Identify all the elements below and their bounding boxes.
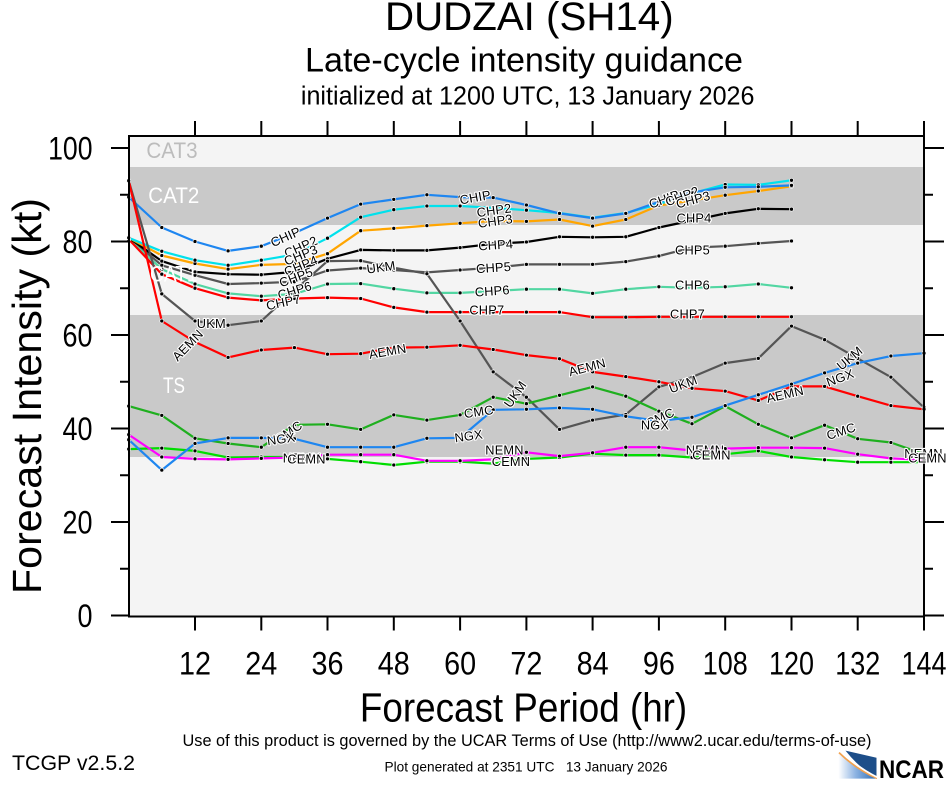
- svg-text:36: 36: [312, 645, 344, 681]
- svg-text:CEMN: CEMN: [908, 451, 946, 466]
- svg-text:24: 24: [245, 645, 277, 681]
- svg-text:CHP6: CHP6: [474, 282, 510, 299]
- svg-text:CHP4: CHP4: [478, 236, 514, 253]
- svg-text:initialized at 1200 UTC, 13 Ja: initialized at 1200 UTC, 13 January 2026: [301, 83, 755, 111]
- svg-text:100: 100: [48, 131, 92, 167]
- svg-text:DUDZAI (SH14): DUDZAI (SH14): [385, 0, 674, 39]
- svg-text:CHP5: CHP5: [476, 259, 512, 276]
- svg-text:48: 48: [378, 645, 410, 681]
- svg-text:20: 20: [63, 505, 93, 541]
- svg-text:TCGP v2.5.2: TCGP v2.5.2: [12, 752, 135, 775]
- svg-text:120: 120: [769, 645, 814, 681]
- svg-text:60: 60: [444, 645, 476, 681]
- svg-text:CEMN: CEMN: [287, 452, 325, 467]
- svg-text:132: 132: [835, 645, 880, 681]
- svg-text:Forecast Period (hr): Forecast Period (hr): [360, 685, 687, 731]
- svg-text:72: 72: [510, 645, 542, 681]
- svg-text:CHP6: CHP6: [675, 278, 710, 293]
- svg-text:CHP5: CHP5: [675, 243, 710, 258]
- svg-text:TS: TS: [163, 373, 185, 398]
- svg-text:60: 60: [63, 318, 93, 354]
- svg-text:NGX: NGX: [641, 418, 670, 433]
- svg-text:NCAR: NCAR: [879, 756, 944, 780]
- svg-text:Forecast Intensity (kt): Forecast Intensity (kt): [4, 198, 50, 594]
- svg-text:CAT2: CAT2: [148, 183, 199, 208]
- svg-text:144: 144: [902, 645, 946, 681]
- svg-text:Plot generated at 2351 UTC 1: Plot generated at 2351 UTC 13 January 20…: [385, 760, 668, 775]
- svg-text:108: 108: [703, 645, 748, 681]
- svg-text:80: 80: [63, 224, 93, 260]
- svg-text:CAT1: CAT1: [150, 262, 198, 287]
- svg-text:CHP7: CHP7: [670, 307, 705, 322]
- svg-text:0: 0: [78, 598, 93, 634]
- svg-text:CEMN: CEMN: [492, 454, 530, 469]
- svg-text:Use of this product is governe: Use of this product is governed by the U…: [183, 732, 872, 750]
- svg-text:UKM: UKM: [197, 316, 226, 331]
- svg-text:Late-cycle intensity guidance: Late-cycle intensity guidance: [305, 42, 743, 80]
- svg-text:CHP7: CHP7: [469, 302, 504, 317]
- svg-text:96: 96: [643, 645, 675, 681]
- svg-text:84: 84: [577, 645, 609, 681]
- svg-text:CHP4: CHP4: [677, 211, 712, 226]
- svg-text:40: 40: [63, 411, 93, 447]
- svg-text:12: 12: [179, 645, 211, 681]
- svg-text:CEMN: CEMN: [692, 448, 730, 463]
- svg-text:CAT3: CAT3: [146, 138, 197, 163]
